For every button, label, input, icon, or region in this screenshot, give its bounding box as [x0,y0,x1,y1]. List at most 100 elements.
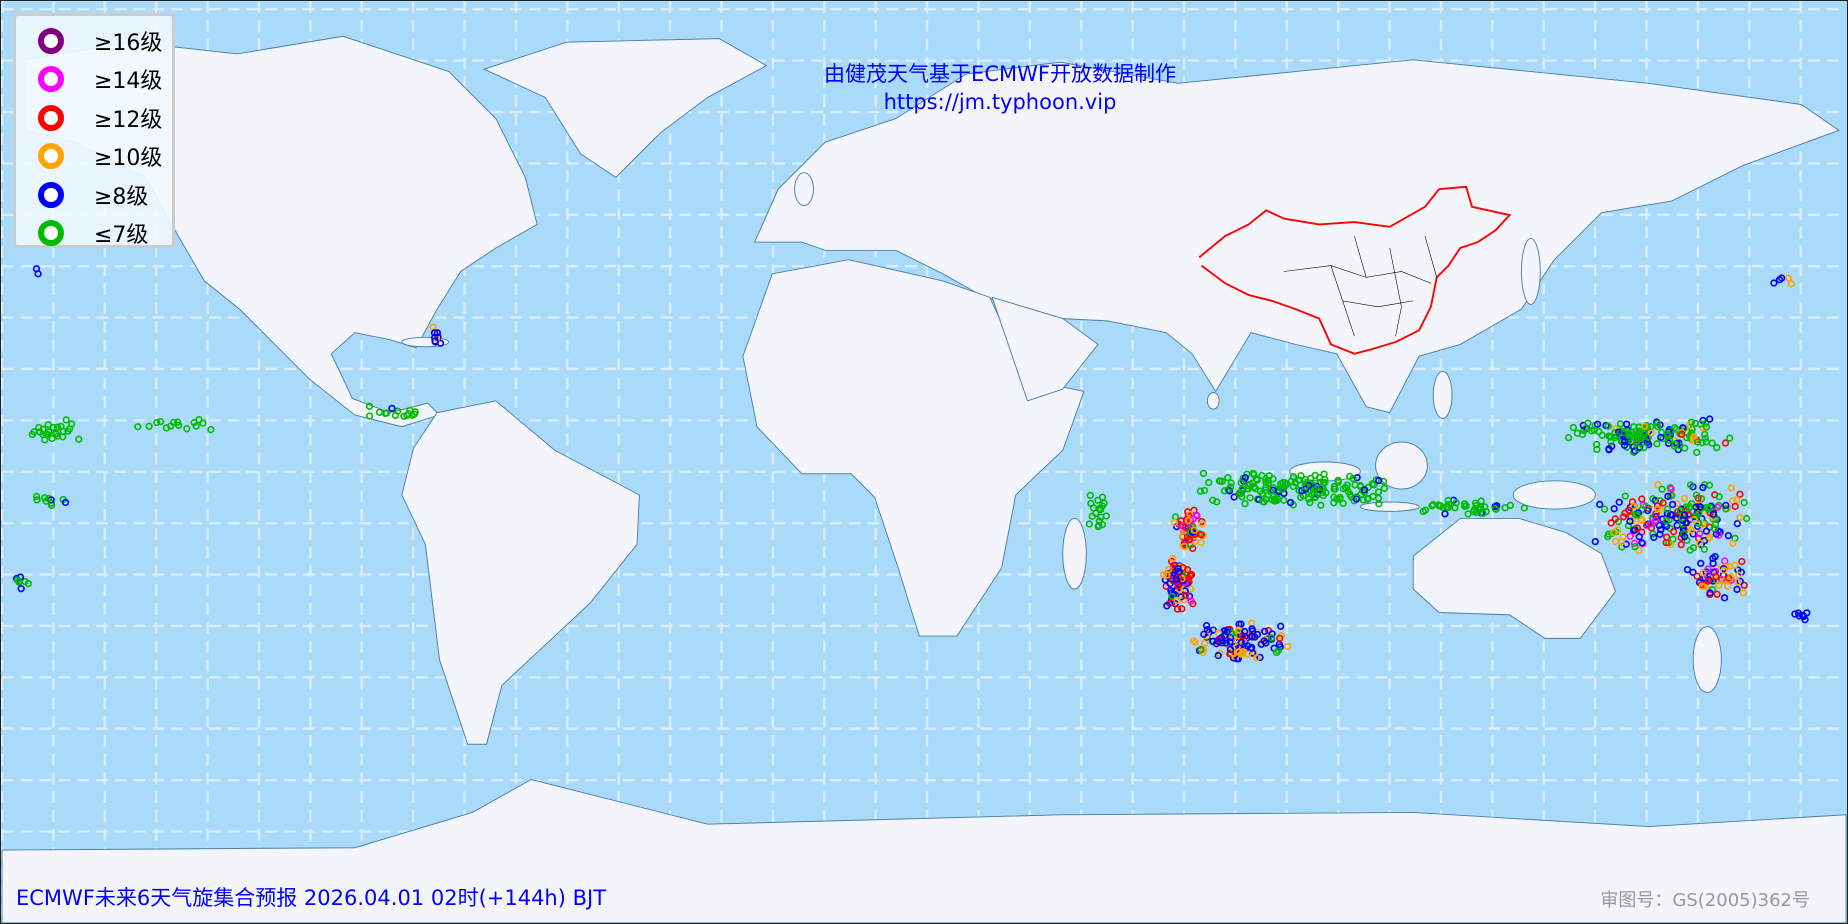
cyclone-point [1100,499,1108,507]
cyclone-point [1706,533,1714,541]
ring-icon [38,28,64,54]
cyclone-point [1724,582,1732,590]
cyclone-point [1237,638,1245,647]
cyclone-point [145,422,153,430]
cyclone-point [1608,442,1616,450]
cyclone-point [1672,425,1681,433]
cyclone-point [1711,553,1719,561]
cyclone-point [1252,475,1261,483]
cyclone-point [1641,430,1649,438]
cyclone-point [1200,630,1208,638]
cyclone-point [1686,502,1694,511]
cyclone-point [1704,565,1712,573]
south-america [401,400,640,745]
cyclone-point [1481,503,1489,511]
cyclone-point [1727,484,1735,492]
cyclone-point [1177,593,1185,601]
cyclone-point [1715,493,1723,501]
cyclone-point [199,419,207,427]
cyclone-point [41,494,49,502]
cyclone-point [1279,478,1287,487]
cyclone-point [1331,485,1339,493]
cyclone-point [405,410,413,418]
africa [742,259,1085,637]
map-approval-number: 审图号：GS(2005)362号 [1600,890,1810,911]
cyclone-point [1653,440,1661,448]
cyclone-point [1722,501,1730,510]
cyclone-point [1708,439,1716,447]
cyclone-point [1623,420,1631,428]
cyclone-point [1729,539,1737,547]
cyclone-point [1272,648,1281,657]
cyclone-point [1650,533,1658,542]
credit: 由健茂天气基于ECMWF开放数据制作 https://jm.typhoon.vi… [0,60,1848,116]
cyclone-point [433,329,442,337]
cyclone-point [1241,473,1249,482]
cyclone-point [1374,488,1383,496]
cyclone-point [1686,481,1695,489]
cyclone-point [1241,627,1249,636]
cyclone-point [1739,589,1747,597]
cyclone-point [1736,513,1744,522]
cyclone-point [1199,469,1208,478]
cyclone-point [1214,651,1222,660]
cyclone-point [1653,505,1662,513]
cyclone-point [1600,505,1609,513]
cyclone-point [1624,521,1633,530]
cyclone-point [1190,637,1198,645]
cyclone-point [1218,477,1226,486]
cyclone-point [1178,605,1186,613]
antarctica [1,779,1847,923]
cyclone-point [1301,475,1309,484]
cyclone-point [1657,526,1665,534]
cyclone-point [33,496,41,504]
cyclone-point [1460,500,1469,508]
cyclone-point [1693,572,1701,580]
cyclone-point [195,416,203,424]
cyclone-point [1243,642,1252,650]
cyclone-point [1251,633,1259,641]
cyclone-point [1626,532,1634,540]
cyclone-point [1742,514,1751,523]
cyclone-point [1291,479,1299,487]
cyclone-point [1607,438,1615,446]
cyclone-point [1667,485,1675,493]
cyclone-point [1699,483,1707,492]
credit-link[interactable]: https://jm.typhoon.vip [883,90,1117,114]
cyclone-point [1641,422,1649,431]
cyclone-point [1704,577,1712,585]
new-guinea [1512,480,1596,510]
cyclone-point [1097,513,1105,521]
cyclone-point [1702,527,1711,535]
cyclone-point [1678,430,1686,438]
cyclone-point [1364,494,1372,502]
cyclone-point [1591,537,1599,546]
cyclone-point [1638,515,1646,524]
cyclone-point [1662,539,1670,547]
cyclone-point [1633,524,1642,532]
legend-item-12: ≥12级 [16,99,162,137]
cyclone-point [1705,481,1714,489]
cyclone-point [1654,422,1662,431]
cyclone-point [1235,489,1243,497]
cyclone-point [1689,544,1698,552]
cyclone-point [1460,502,1469,510]
cyclone-point [1643,521,1651,529]
cyclone-point [1635,427,1644,435]
cyclone-point [1673,500,1681,508]
cyclone-point [1223,628,1231,636]
cyclone-point [1733,585,1741,594]
cyclone-point [1181,591,1190,600]
cyclone-point [1319,491,1327,500]
cyclone-point [1209,637,1217,645]
cyclone-point [1620,441,1629,449]
cyclone-point [1787,280,1795,288]
cyclone-point [1297,472,1305,480]
cyclone-point [64,427,72,435]
cyclone-point [1625,436,1633,445]
cyclone-point [36,428,44,436]
cyclone-point [1180,542,1188,551]
cyclone-point [1249,469,1257,478]
cyclone-point [1647,519,1655,528]
